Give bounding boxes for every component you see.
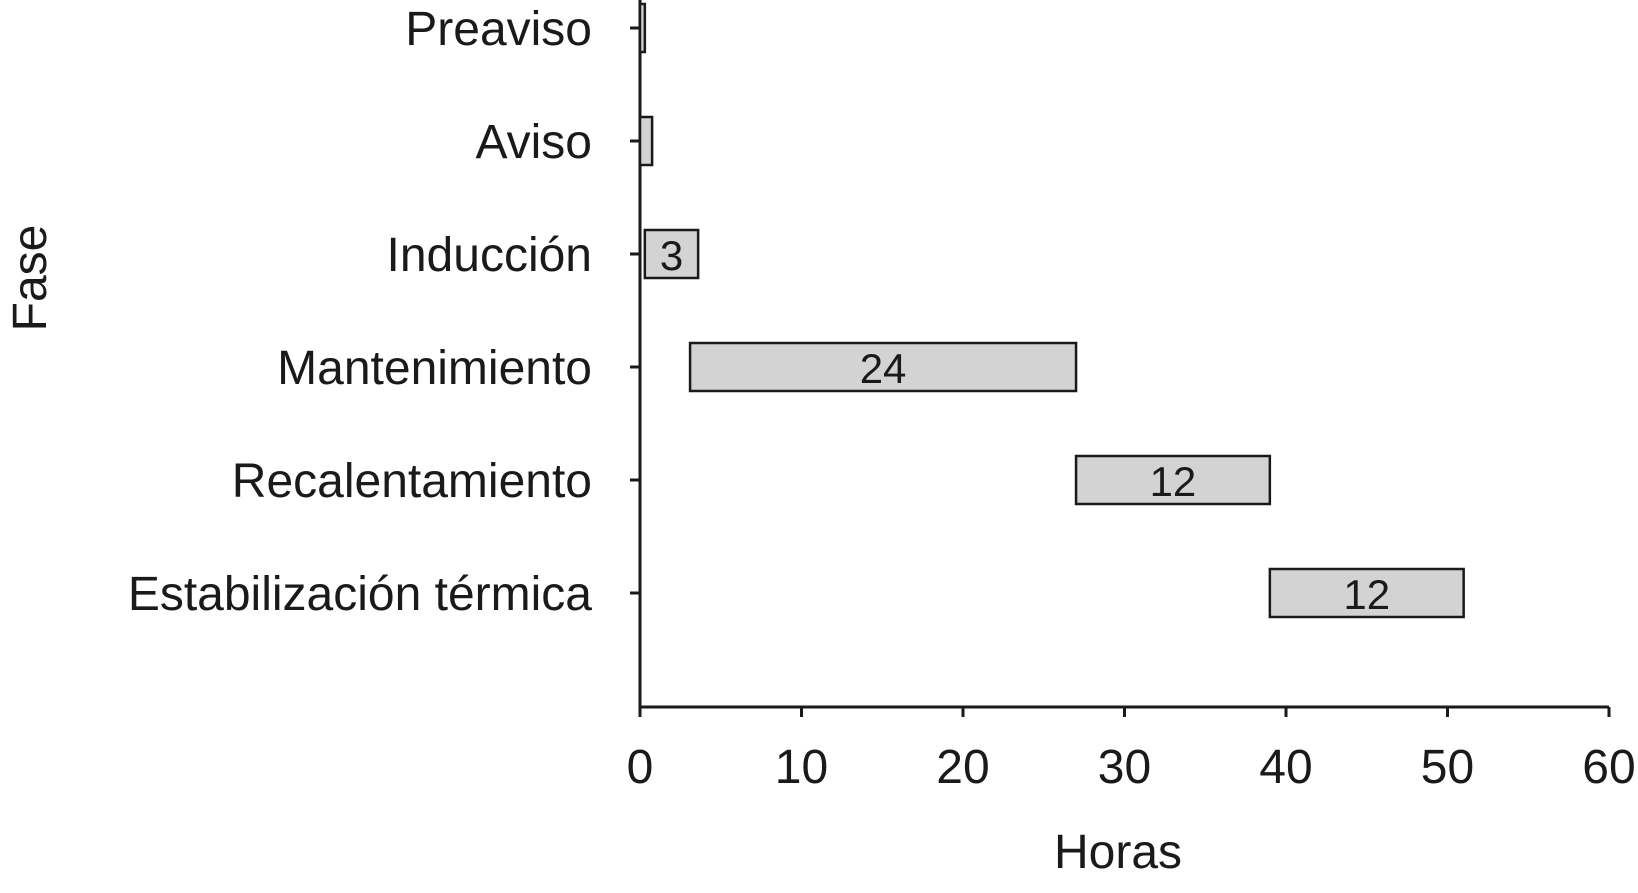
- gantt-bar: [638, 2, 647, 54]
- y-axis-title: Fase: [4, 225, 57, 332]
- x-tick-label: 0: [627, 741, 654, 794]
- y-tick-label: Aviso: [475, 116, 592, 169]
- x-tick-label: 10: [775, 741, 828, 794]
- y-tick-label: Recalentamiento: [232, 455, 592, 508]
- bar-data-label: 24: [860, 345, 907, 392]
- gantt-bar: [638, 115, 654, 167]
- x-axis-title: Horas: [1054, 826, 1182, 879]
- bar-data-label: 12: [1150, 458, 1197, 505]
- y-tick-label: Estabilización térmica: [128, 568, 592, 621]
- gantt-bar: [688, 341, 1078, 393]
- x-tick-label: 60: [1582, 741, 1635, 794]
- y-tick-label: Inducción: [387, 229, 592, 282]
- x-tick-label: 20: [936, 741, 989, 794]
- y-tick-label: Preaviso: [405, 3, 592, 56]
- x-tick-label: 50: [1421, 741, 1474, 794]
- x-tick-label: 40: [1259, 741, 1312, 794]
- x-tick-label: 30: [1098, 741, 1151, 794]
- gantt-bar: [643, 228, 700, 280]
- bar-data-label: 12: [1343, 571, 1390, 618]
- bar-data-label: 3: [660, 232, 683, 279]
- y-tick-label: Mantenimiento: [277, 342, 592, 395]
- gantt-bar: [1074, 454, 1272, 506]
- gantt-bar: [1268, 567, 1465, 619]
